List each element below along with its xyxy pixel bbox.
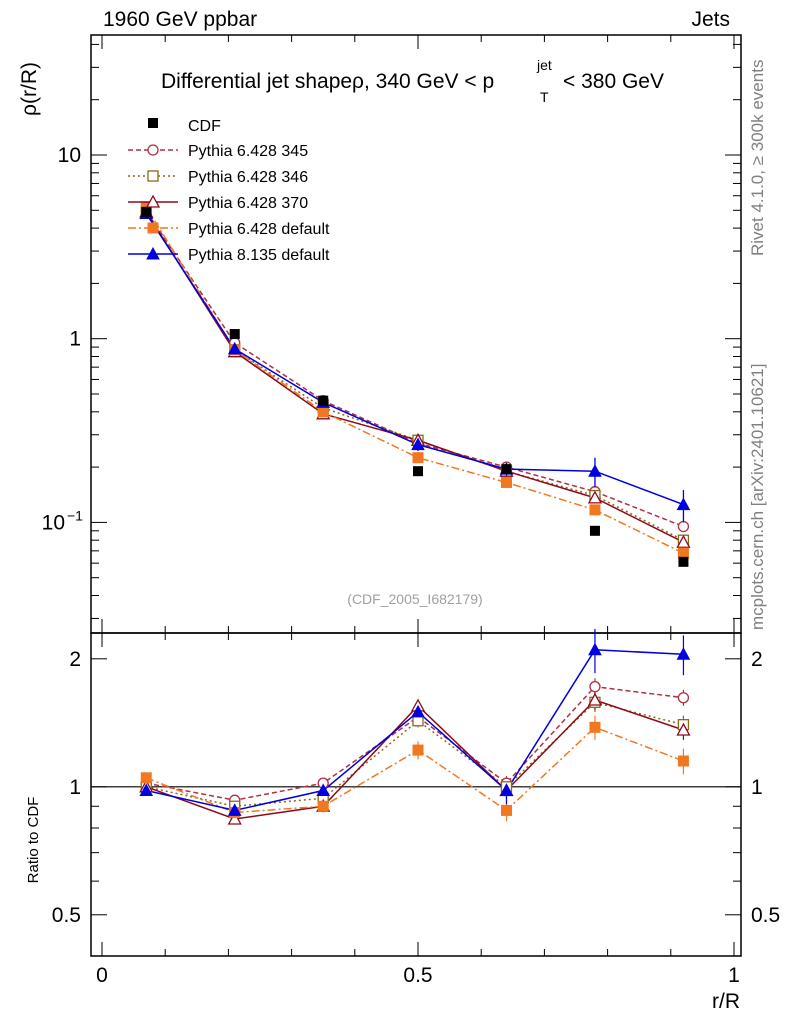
ratio-tick-label-right: 1 [751,776,763,799]
ratio-point-3 [677,755,689,767]
header-right: Jets [691,8,730,31]
y-tick-exponent: −1 [67,507,83,523]
chart-title-tail: < 380 GeV [563,70,664,93]
ratio-point-3 [140,772,152,784]
legend-label-3: Pythia 6.428 default [188,221,330,238]
x-tick-label: 0 [96,964,108,987]
data-point [318,395,329,406]
data-point [413,466,423,477]
ratio-point-3 [500,804,512,816]
data-point [141,206,152,217]
legend-marker-4 [146,246,160,260]
series-point-2 [676,534,691,548]
ratio-point-4 [227,803,242,816]
ratio-point-0 [589,681,601,693]
data-point [229,329,240,340]
x-tick-label: 0.5 [403,964,432,987]
ratio-tick-label: 1 [69,776,81,799]
ratio-tick-label: 2 [69,648,81,671]
x-axis-label: r/R [712,990,740,1013]
ratio-point-4 [139,783,154,797]
ratio-point-4 [676,647,691,660]
analysis-watermark: (CDF_2005_I682179) [347,591,482,607]
series-point-0 [677,520,690,533]
y-tick-label: 1 [69,328,81,351]
legend-label-data: CDF [188,118,221,135]
y-tick-label: 10 [42,511,65,534]
series-point-3 [317,406,329,418]
series-point-3 [677,547,689,559]
ratio-plot-frame [90,632,742,957]
y-axis-label: ρ(r/R) [18,62,41,116]
legend-marker-2 [145,194,161,208]
series-point-3 [412,452,424,464]
ratio-point-2 [587,692,603,706]
ratio-point-3 [317,800,329,812]
legend-label-0: Pythia 6.428 345 [188,143,308,160]
y-tick-label: 10 [58,144,81,167]
x-tick-label: 1 [728,964,740,987]
legend-label-2: Pythia 6.428 370 [188,195,308,212]
legend-marker-1 [147,170,159,182]
ratio-tick-label-right: 2 [751,648,763,671]
ratio-point-4 [588,642,602,656]
ratio-point-2 [227,811,242,825]
chart-title-superscript: jet [536,57,552,73]
ratio-tick-label: 0.5 [52,904,81,927]
legend-label-1: Pythia 6.428 346 [188,169,308,186]
legend-marker-0 [147,144,159,156]
ratio-point-0 [677,692,690,704]
header-left: 1960 GeV ppbar [103,8,258,31]
ratio-tick-label-right: 0.5 [751,904,780,927]
ratio-line-0 [146,685,684,801]
data-point [589,525,600,536]
ratio-point-2 [676,722,691,736]
legend-marker-data [148,118,158,128]
ratio-point-4 [411,704,425,718]
ratio-point-4 [316,783,331,797]
series-point-2 [587,490,603,504]
ratio-axis-label: Ratio to CDF [25,797,42,884]
ratio-point-3 [589,721,601,733]
series-point-3 [500,476,512,488]
data-point [678,556,689,567]
legend-marker-3 [147,222,159,234]
ratio-point-3 [412,744,424,756]
chart-title-subscript: T [540,89,549,105]
series-point-3 [589,504,601,516]
ratio-point-4 [499,783,514,797]
chart-title: Differential jet shapeρ, 340 GeV < p [161,70,494,93]
ratio-line-3 [145,726,684,814]
data-point [501,464,512,475]
legend-label-4: Pythia 8.135 default [188,247,330,264]
